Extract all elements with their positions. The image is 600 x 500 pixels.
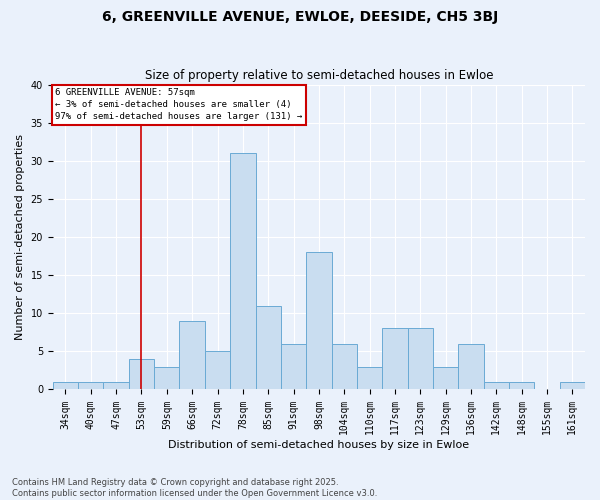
Bar: [154, 366, 179, 390]
Bar: [357, 366, 382, 390]
Bar: [458, 344, 484, 390]
Text: Contains HM Land Registry data © Crown copyright and database right 2025.
Contai: Contains HM Land Registry data © Crown c…: [12, 478, 377, 498]
Bar: [78, 382, 103, 390]
X-axis label: Distribution of semi-detached houses by size in Ewloe: Distribution of semi-detached houses by …: [169, 440, 469, 450]
Bar: [433, 366, 458, 390]
Bar: [332, 344, 357, 390]
Bar: [509, 382, 535, 390]
Title: Size of property relative to semi-detached houses in Ewloe: Size of property relative to semi-detach…: [145, 69, 493, 82]
Bar: [205, 352, 230, 390]
Bar: [306, 252, 332, 390]
Bar: [103, 382, 129, 390]
Bar: [407, 328, 433, 390]
Bar: [256, 306, 281, 390]
Bar: [129, 359, 154, 390]
Y-axis label: Number of semi-detached properties: Number of semi-detached properties: [15, 134, 25, 340]
Bar: [382, 328, 407, 390]
Bar: [230, 153, 256, 390]
Text: 6 GREENVILLE AVENUE: 57sqm
← 3% of semi-detached houses are smaller (4)
97% of s: 6 GREENVILLE AVENUE: 57sqm ← 3% of semi-…: [55, 88, 302, 121]
Text: 6, GREENVILLE AVENUE, EWLOE, DEESIDE, CH5 3BJ: 6, GREENVILLE AVENUE, EWLOE, DEESIDE, CH…: [102, 10, 498, 24]
Bar: [484, 382, 509, 390]
Bar: [560, 382, 585, 390]
Bar: [179, 321, 205, 390]
Bar: [281, 344, 306, 390]
Bar: [53, 382, 78, 390]
